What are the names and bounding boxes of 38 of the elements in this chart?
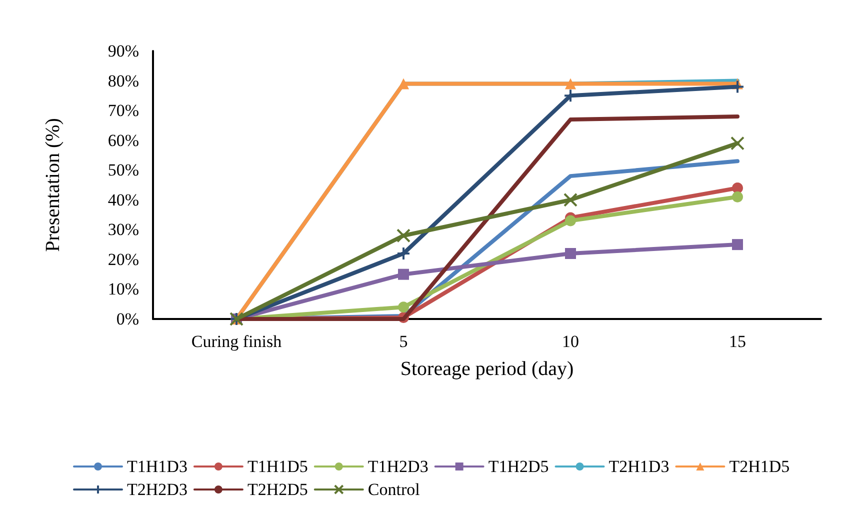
point [396,228,410,243]
y-tick-label: 50% [108,160,139,180]
point [398,302,409,313]
legend-label: Control [368,480,420,499]
y-tick-label: 0% [116,310,139,328]
point [398,268,409,280]
point [565,248,576,259]
point [565,215,576,226]
x-tick-label: 10 [562,332,579,351]
y-tick-label: 10% [108,280,139,299]
point [732,239,743,250]
y-axis-title: Presentation (%) [42,118,64,252]
legend-label: T1H2D5 [488,457,549,476]
point [564,192,578,207]
y-tick-label: 60% [108,130,139,150]
y-tick-label: 70% [108,101,139,120]
legend-label: T2H2D5 [247,480,308,499]
point [565,78,576,90]
y-tick-label: 90% [108,42,139,60]
point [732,191,743,202]
legend-label: T1H1D3 [127,457,188,476]
x-tick-label: Curing finish [191,332,282,351]
point [398,78,409,90]
legend-label: T2H1D3 [608,457,670,476]
x-tick-label: 5 [399,332,408,351]
legend-label: T2H2D3 [127,480,188,499]
point [730,136,744,150]
x-tick-label: 15 [729,332,746,351]
y-tick-label: 80% [108,71,139,90]
y-tick-label: 40% [108,190,139,210]
point [732,182,743,194]
legend-label: T1H2D3 [368,457,428,476]
x-axis-title: Storeage period (day) [400,358,574,380]
y-tick-label: 30% [108,220,139,240]
y-tick-label: 20% [108,250,139,269]
legend-label: T2H1D5 [729,457,790,476]
legend-label: T1H1D5 [247,457,308,476]
point [396,246,410,260]
